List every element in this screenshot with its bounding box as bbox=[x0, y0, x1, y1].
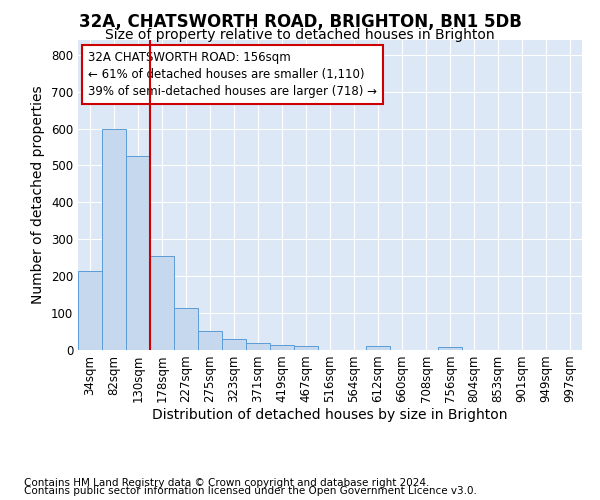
Bar bbox=[294, 346, 318, 350]
Text: Contains HM Land Registry data © Crown copyright and database right 2024.: Contains HM Land Registry data © Crown c… bbox=[24, 478, 430, 488]
Bar bbox=[246, 344, 270, 350]
Bar bbox=[102, 130, 126, 350]
Bar bbox=[78, 270, 102, 350]
Bar bbox=[150, 256, 174, 350]
Y-axis label: Number of detached properties: Number of detached properties bbox=[31, 86, 46, 304]
Bar bbox=[270, 345, 294, 350]
Text: Size of property relative to detached houses in Brighton: Size of property relative to detached ho… bbox=[105, 28, 495, 42]
X-axis label: Distribution of detached houses by size in Brighton: Distribution of detached houses by size … bbox=[152, 408, 508, 422]
Bar bbox=[366, 346, 390, 350]
Bar bbox=[126, 156, 150, 350]
Text: 32A, CHATSWORTH ROAD, BRIGHTON, BN1 5DB: 32A, CHATSWORTH ROAD, BRIGHTON, BN1 5DB bbox=[79, 12, 521, 30]
Bar bbox=[438, 347, 462, 350]
Bar bbox=[222, 339, 246, 350]
Bar bbox=[174, 308, 198, 350]
Text: 32A CHATSWORTH ROAD: 156sqm
← 61% of detached houses are smaller (1,110)
39% of : 32A CHATSWORTH ROAD: 156sqm ← 61% of det… bbox=[88, 51, 377, 98]
Bar bbox=[198, 331, 222, 350]
Text: Contains public sector information licensed under the Open Government Licence v3: Contains public sector information licen… bbox=[24, 486, 477, 496]
